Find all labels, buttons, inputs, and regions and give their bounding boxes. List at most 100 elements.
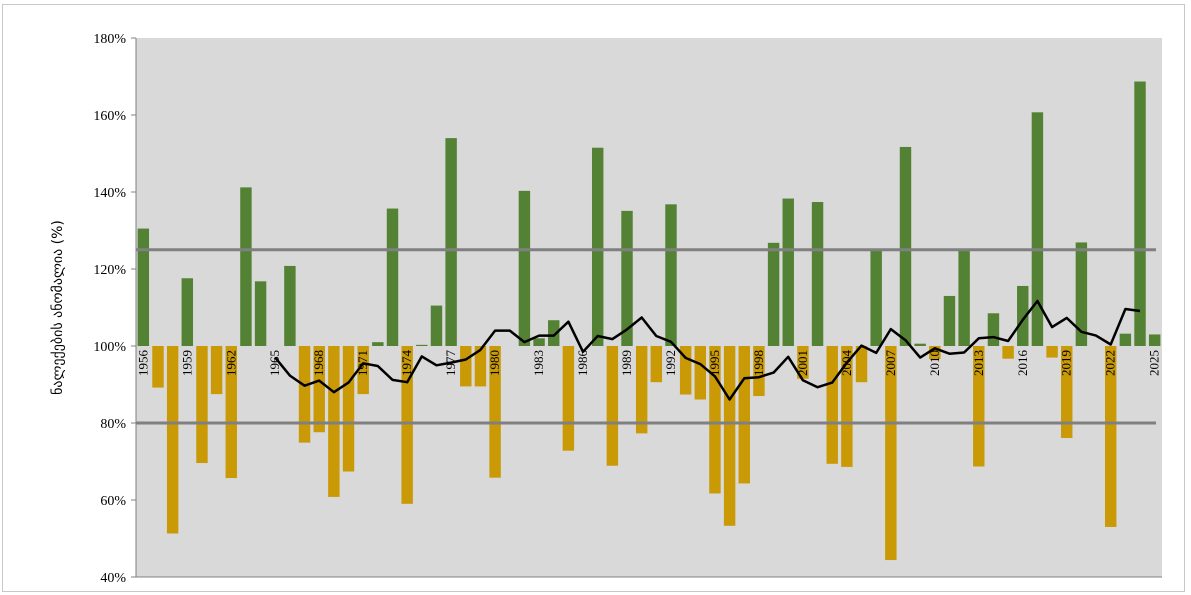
bar-1956 [137, 228, 150, 346]
bar-2012 [958, 248, 970, 346]
x-tick-label: 1974 [399, 350, 414, 377]
y-tick-label: 100% [93, 340, 126, 355]
x-tick-label: 1956 [135, 350, 150, 377]
bar-1985 [562, 346, 575, 451]
bar-1957 [152, 346, 164, 388]
x-tick-label: 1995 [707, 350, 722, 376]
bar-2007 [885, 346, 897, 561]
bar-2001 [797, 346, 809, 379]
bar-1963 [240, 187, 252, 346]
x-tick-label: 2019 [1059, 350, 1074, 376]
bar-1982 [518, 190, 531, 346]
bar-1966 [284, 265, 296, 346]
y-axis-title: ნალექების ანომალია (%) [50, 220, 66, 395]
y-tick-label: 120% [93, 263, 126, 278]
x-tick-label: 2010 [927, 350, 942, 376]
bar-1961 [210, 346, 223, 395]
x-tick-label: 1962 [223, 350, 238, 376]
bar-2004 [841, 346, 853, 467]
y-tick-label: 40% [100, 571, 126, 586]
bar-2003 [826, 346, 838, 464]
bar-2019 [1061, 346, 1073, 439]
bar-1980 [489, 346, 501, 478]
bar-2009 [914, 343, 926, 346]
bar-1989 [621, 210, 633, 346]
y-tick-label: 180% [93, 32, 126, 47]
bar-2006 [870, 248, 882, 346]
bar-1970 [342, 346, 355, 472]
bar-1999 [767, 242, 780, 346]
x-tick-label: 2001 [795, 350, 810, 376]
x-tick-label: 1971 [355, 350, 370, 376]
x-tick-label: 1986 [575, 350, 590, 377]
y-tick-label: 160% [93, 109, 126, 124]
bar-1990 [635, 346, 648, 434]
bar-1993 [679, 346, 692, 395]
bar-2016 [1017, 285, 1029, 346]
x-tick-label: 1983 [531, 350, 546, 376]
bar-2014 [987, 313, 1000, 346]
bar-1964 [254, 281, 267, 346]
x-tick-label: 1998 [751, 350, 766, 376]
bar-1983 [533, 338, 545, 346]
bar-1995 [709, 346, 721, 494]
bar-1977 [445, 138, 457, 346]
bar-1992 [665, 204, 677, 346]
x-tick-label: 1965 [267, 350, 282, 376]
bar-2015 [1002, 346, 1014, 359]
x-tick-label: 2013 [971, 350, 986, 376]
bar-1987 [591, 147, 604, 346]
bar-1967 [298, 346, 311, 443]
x-tick-label: 1989 [619, 350, 634, 376]
bar-1959 [181, 278, 194, 346]
x-tick-label: 2016 [1015, 350, 1030, 377]
bar-2018 [1046, 346, 1058, 358]
bar-1962 [225, 346, 237, 479]
bar-1960 [196, 346, 208, 464]
bar-1978 [460, 346, 472, 387]
y-tick-label: 140% [93, 186, 126, 201]
bar-2000 [782, 198, 794, 346]
bar-1971 [357, 346, 369, 395]
bar-1996 [723, 346, 736, 526]
bar-1968 [313, 346, 325, 433]
bar-2013 [973, 346, 985, 467]
x-tick-label: 2025 [1147, 350, 1162, 376]
bar-1988 [606, 346, 619, 466]
bar-1991 [650, 346, 663, 383]
x-tick-label: 2004 [839, 350, 854, 377]
bar-1984 [548, 320, 560, 346]
x-tick-label: 1968 [311, 350, 326, 376]
bar-2017 [1031, 112, 1044, 347]
bar-2008 [899, 146, 912, 346]
bar-2005 [855, 346, 868, 383]
bar-1997 [738, 346, 750, 484]
bar-1998 [753, 346, 765, 397]
bar-2002 [811, 202, 824, 346]
bar-1979 [474, 346, 487, 387]
bar-2020 [1075, 242, 1088, 346]
bar-1973 [386, 208, 399, 346]
moving-average-line [274, 299, 1141, 401]
bar-1958 [166, 346, 179, 534]
bar-2022 [1104, 346, 1117, 527]
bar-1972 [372, 342, 384, 346]
bar-2024 [1134, 81, 1146, 346]
y-tick-label: 60% [100, 494, 126, 509]
bar-2011 [943, 295, 956, 346]
bar-1969 [328, 346, 340, 497]
x-tick-label: 1977 [443, 350, 458, 377]
x-tick-label: 1992 [663, 350, 678, 376]
bar-1975 [416, 344, 428, 346]
bar-2023 [1119, 333, 1132, 346]
bar-1974 [401, 346, 413, 504]
bar-1994 [694, 346, 707, 400]
x-tick-label: 2007 [883, 350, 898, 377]
x-tick-label: 1959 [179, 350, 194, 376]
y-tick-label: 80% [100, 417, 126, 432]
bar-2010 [929, 346, 941, 360]
bar-1976 [430, 305, 443, 346]
x-tick-label: 1980 [487, 350, 502, 376]
bar-2025 [1148, 334, 1161, 346]
